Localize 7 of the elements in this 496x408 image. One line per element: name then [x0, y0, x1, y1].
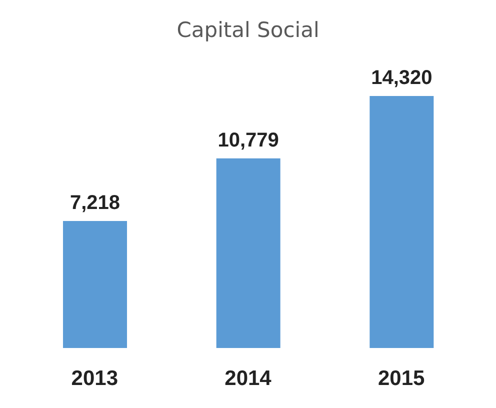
data-label: 7,218 [70, 192, 120, 214]
x-tick-label: 2015 [378, 366, 426, 390]
data-label: 10,779 [218, 129, 279, 152]
x-tick-label: 2013 [71, 366, 118, 390]
x-tick-label: 2014 [224, 366, 272, 390]
chart-title: Capital Social [176, 17, 320, 44]
data-label: 14,320 [371, 67, 432, 89]
